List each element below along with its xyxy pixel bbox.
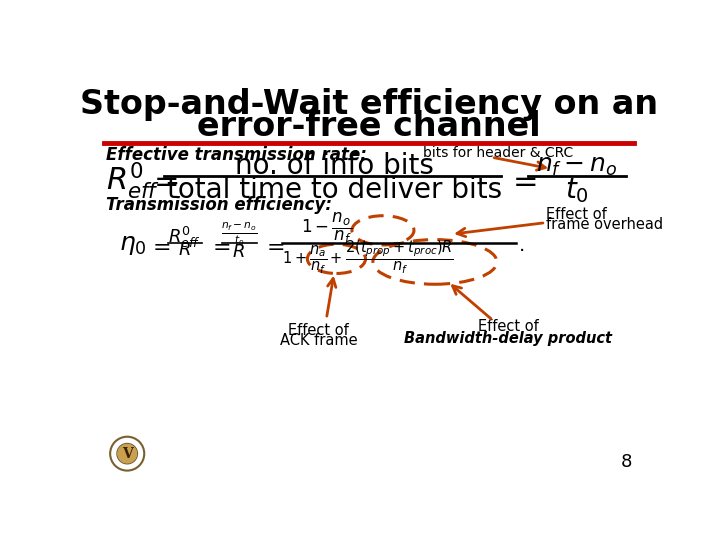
Circle shape [117,444,137,463]
Text: $1-\dfrac{n_o}{n_f}$: $1-\dfrac{n_o}{n_f}$ [301,211,352,246]
Text: $\frac{n_f - n_o}{t_0}$: $\frac{n_f - n_o}{t_0}$ [220,220,257,248]
Text: $1+\dfrac{n_a}{n_f}+\dfrac{2(t_{prop}+t_{proc})R}{n_f}$: $1+\dfrac{n_a}{n_f}+\dfrac{2(t_{prop}+t_… [282,239,454,276]
Text: $=$: $=$ [262,235,284,256]
Text: $=$: $=$ [148,165,179,196]
Text: bits for header & CRC: bits for header & CRC [423,146,574,160]
Text: no. of info bits: no. of info bits [235,152,433,180]
Text: total time to deliver bits: total time to deliver bits [166,176,502,204]
Text: ACK frame: ACK frame [280,333,357,348]
Text: $R$: $R$ [178,241,191,259]
Text: $R^0_{eff}$: $R^0_{eff}$ [106,160,160,201]
Text: Effect of: Effect of [288,323,349,338]
Text: 8: 8 [621,454,632,471]
Text: Bandwidth-delay product: Bandwidth-delay product [405,330,613,346]
Text: $n_f - n_o$: $n_f - n_o$ [536,155,617,178]
Text: Effect of: Effect of [546,207,606,222]
Text: Effect of: Effect of [478,319,539,334]
Text: $=$: $=$ [507,165,537,196]
Text: $t_0$: $t_0$ [564,177,589,206]
Text: Transmission efficiency:: Transmission efficiency: [106,196,331,214]
Text: Effective transmission rate:: Effective transmission rate: [106,146,366,164]
Text: V: V [122,447,132,461]
Text: Stop-and-Wait efficiency on an: Stop-and-Wait efficiency on an [80,89,658,122]
Text: $=$: $=$ [208,235,230,256]
Text: error-free channel: error-free channel [197,110,541,143]
Text: $\eta_0$: $\eta_0$ [119,234,146,257]
Text: $R$: $R$ [233,243,246,261]
Text: $.$: $.$ [518,237,524,255]
Text: $=$: $=$ [148,235,171,256]
Text: frame overhead: frame overhead [546,218,663,232]
Text: $R^0_{eff}$: $R^0_{eff}$ [168,225,201,250]
